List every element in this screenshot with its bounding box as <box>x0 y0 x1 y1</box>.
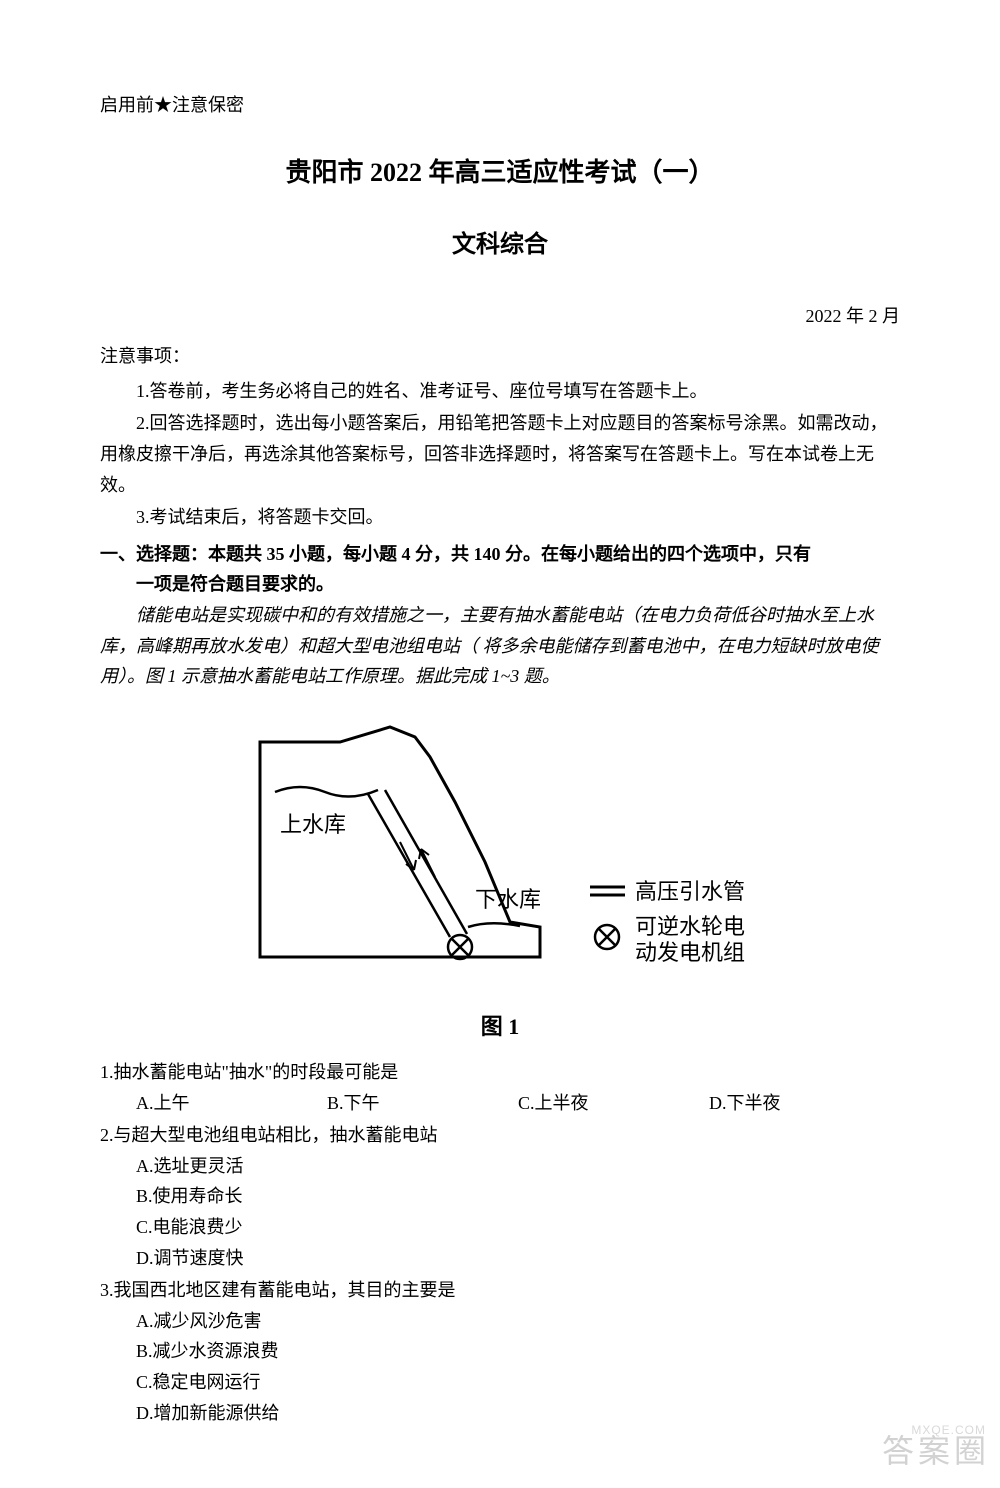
q3-opt-c: C.稳定电网运行 <box>136 1367 900 1398</box>
question-2-options: A.选址更灵活 B.使用寿命长 C.电能浪费少 D.调节速度快 <box>100 1151 900 1273</box>
q1-opt-a: A.上午 <box>136 1088 327 1119</box>
label-gen1: 可逆水轮电 <box>635 914 745 939</box>
passage: 储能电站是实现碳中和的有效措施之一，主要有抽水蓄能电站（在电力负荷低谷时抽水至上… <box>100 600 900 692</box>
section-heading-line2: 一项是符合题目要求的。 <box>100 569 900 600</box>
question-3-options: A.减少风沙危害 B.减少水资源浪费 C.稳定电网运行 D.增加新能源供给 <box>100 1306 900 1428</box>
question-1: 1.抽水蓄能电站"抽水"的时段最可能是 A.上午 B.下午 C.上半夜 D.下半… <box>100 1057 900 1118</box>
label-gen2: 动发电机组 <box>635 940 745 965</box>
q1-opt-d: D.下半夜 <box>709 1088 900 1119</box>
question-2-stem: 2.与超大型电池组电站相比，抽水蓄能电站 <box>100 1120 900 1151</box>
label-pipe: 高压引水管 <box>635 879 745 904</box>
title-main: 贵阳市 2022 年高三适应性考试（一） <box>100 151 900 195</box>
title-sub: 文科综合 <box>100 225 900 266</box>
q1-opt-b: B.下午 <box>327 1088 518 1119</box>
question-1-options: A.上午 B.下午 C.上半夜 D.下半夜 <box>100 1088 900 1119</box>
figure-svg: 上水库 下水库 高压引水管 可逆水轮电 动发电机组 <box>220 702 780 1002</box>
q3-opt-a: A.减少风沙危害 <box>136 1306 900 1337</box>
notice-title: 注意事项： <box>100 341 900 372</box>
q2-opt-c: C.电能浪费少 <box>136 1212 900 1243</box>
q1-opt-c: C.上半夜 <box>518 1088 709 1119</box>
q2-opt-d: D.调节速度快 <box>136 1243 900 1274</box>
figure-caption: 图 1 <box>100 1008 900 1045</box>
notice-item-2: 2.回答选择题时，选出每小题答案后，用铅笔把答题卡上对应题目的答案标号涂黑。如需… <box>100 408 900 500</box>
label-upper: 上水库 <box>280 812 346 837</box>
q2-opt-a: A.选址更灵活 <box>136 1151 900 1182</box>
question-3: 3.我国西北地区建有蓄能电站，其目的主要是 A.减少风沙危害 B.减少水资源浪费… <box>100 1275 900 1428</box>
question-3-stem: 3.我国西北地区建有蓄能电站，其目的主要是 <box>100 1275 900 1306</box>
notice-item-3: 3.考试结束后，将答题卡交回。 <box>100 502 900 533</box>
q3-opt-d: D.增加新能源供给 <box>136 1398 900 1429</box>
label-lower: 下水库 <box>475 887 541 912</box>
date-line: 2022 年 2 月 <box>100 301 900 332</box>
question-1-stem: 1.抽水蓄能电站"抽水"的时段最可能是 <box>100 1057 900 1088</box>
notice-item-1: 1.答卷前，考生务必将自己的姓名、准考证号、座位号填写在答题卡上。 <box>100 376 900 407</box>
watermark-main: 答案圈 <box>882 1424 990 1478</box>
section-heading-line1: 一、选择题：本题共 35 小题，每小题 4 分，共 140 分。在每小题给出的四… <box>100 539 900 570</box>
question-2: 2.与超大型电池组电站相比，抽水蓄能电站 A.选址更灵活 B.使用寿命长 C.电… <box>100 1120 900 1273</box>
header-note: 启用前★注意保密 <box>100 90 900 121</box>
figure-1: 上水库 下水库 高压引水管 可逆水轮电 动发电机组 图 1 <box>100 702 900 1045</box>
q3-opt-b: B.减少水资源浪费 <box>136 1336 900 1367</box>
watermark-sub: MXQE.COM <box>911 1420 986 1440</box>
q2-opt-b: B.使用寿命长 <box>136 1181 900 1212</box>
